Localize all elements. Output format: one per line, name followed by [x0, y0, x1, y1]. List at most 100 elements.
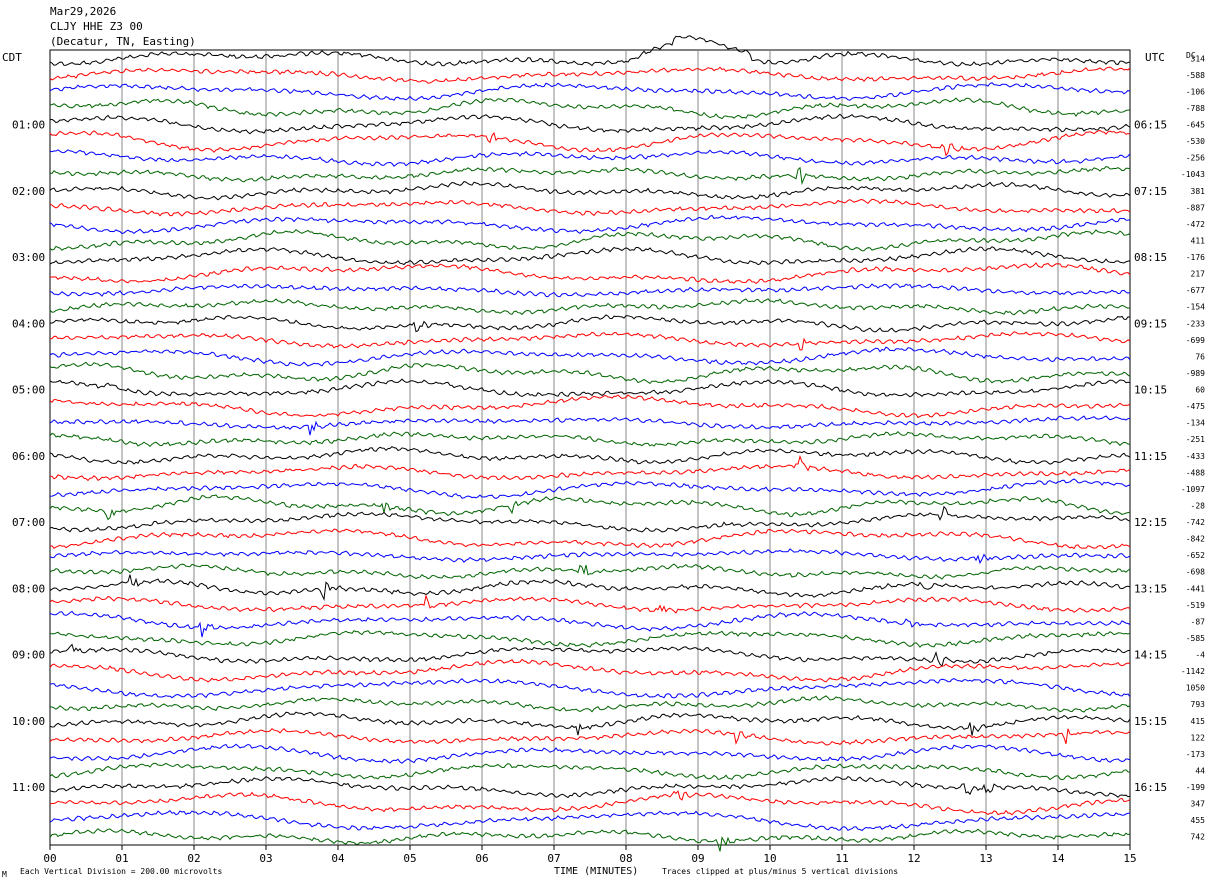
x-tick-label-07: 07 [547, 852, 560, 865]
x-tick-label-11: 11 [835, 852, 848, 865]
dc-offset-label: -1043 [1181, 170, 1205, 179]
trace-line-1 [49, 66, 1131, 84]
dc-offset-label: -699 [1186, 336, 1205, 345]
trace-line-21 [49, 394, 1131, 419]
dc-offset-label: -87 [1191, 617, 1206, 626]
trace-line-18 [49, 346, 1131, 367]
trace-line-32 [49, 574, 1131, 602]
trace-line-27 [49, 494, 1131, 521]
header-date: Mar29,2026 [50, 5, 116, 18]
trace-line-40 [49, 711, 1131, 736]
x-axis-title: TIME (MINUTES) [554, 866, 638, 877]
trace-line-46 [49, 810, 1131, 832]
trace-line-36 [49, 643, 1131, 668]
left-hour-label: 04:00 [12, 317, 45, 330]
dc-column-label: DC [1186, 51, 1196, 60]
dc-offset-label: -173 [1186, 750, 1205, 759]
trace-line-6 [49, 149, 1131, 167]
dc-offset-label: -652 [1186, 551, 1205, 560]
right-hour-label: 12:15 [1134, 516, 1167, 529]
dc-offset-label: -154 [1186, 303, 1205, 312]
trace-line-45 [49, 790, 1131, 816]
trace-line-35 [49, 630, 1131, 648]
left-hour-label: 01:00 [12, 119, 45, 132]
x-tick-label-10: 10 [763, 852, 776, 865]
left-hour-label: 08:00 [12, 582, 45, 595]
dc-offset-label: -698 [1186, 568, 1205, 577]
footer-scale-note: Each Vertical Division = 200.00 microvol… [20, 867, 222, 876]
dc-offset-label: 1050 [1186, 684, 1205, 693]
trace-line-31 [49, 563, 1131, 580]
left-timezone-label: CDT [2, 51, 22, 64]
trace-line-34 [49, 610, 1131, 638]
dc-offset-label: 381 [1191, 187, 1206, 196]
dc-offset-label: -887 [1186, 203, 1205, 212]
trace-line-42 [49, 743, 1131, 764]
dc-offset-label: -645 [1186, 121, 1205, 130]
trace-line-16 [49, 314, 1131, 333]
dc-offset-label: 44 [1195, 766, 1205, 775]
axis-labels: 00 01 02 03 04 05 06 07 08 09 10 11 12 13 14 15 314 -588 -… [12, 54, 1205, 865]
dc-offset-label: 411 [1191, 236, 1206, 245]
left-hour-label: 06:00 [12, 450, 45, 463]
dc-offset-label: -134 [1186, 419, 1205, 428]
trace-line-41 [49, 728, 1131, 746]
x-tick-label-15: 15 [1123, 852, 1136, 865]
dc-offset-label: -588 [1186, 71, 1205, 80]
x-tick-label-05: 05 [403, 852, 416, 865]
dc-offset-label: -519 [1186, 601, 1205, 610]
right-hour-label: 15:15 [1134, 715, 1167, 728]
dc-offset-label: -256 [1186, 154, 1205, 163]
dc-offset-label: 76 [1195, 352, 1205, 361]
right-hour-label: 16:15 [1134, 781, 1167, 794]
dc-offset-label: -1142 [1181, 667, 1205, 676]
x-tick-label-04: 04 [331, 852, 345, 865]
dc-offset-label: -472 [1186, 220, 1205, 229]
trace-line-19 [49, 361, 1131, 385]
x-tick-label-13: 13 [979, 852, 992, 865]
dc-offset-label: 60 [1195, 386, 1205, 395]
trace-line-8 [49, 181, 1131, 201]
x-tick-label-01: 01 [115, 852, 128, 865]
trace-line-22 [49, 415, 1131, 436]
dc-offset-label: 793 [1191, 700, 1206, 709]
left-hour-label: 05:00 [12, 384, 45, 397]
dc-offset-label: 415 [1191, 717, 1206, 726]
trace-line-7 [49, 166, 1131, 186]
left-hour-label: 10:00 [12, 715, 45, 728]
header-station: CLJY HHE Z3 00 [50, 20, 143, 33]
trace-line-15 [49, 298, 1131, 316]
dc-offset-label: -176 [1186, 253, 1205, 262]
x-tick-label-06: 06 [475, 852, 488, 865]
dc-offset-label: -842 [1186, 535, 1205, 544]
dc-offset-label: -989 [1186, 369, 1205, 378]
trace-line-13 [49, 262, 1131, 285]
dc-offset-label: -530 [1186, 137, 1205, 146]
x-tick-label-08: 08 [619, 852, 632, 865]
plot-frame [49, 49, 1131, 846]
right-hour-label: 10:15 [1134, 384, 1167, 397]
trace-line-24 [49, 445, 1131, 465]
dc-offset-label: -585 [1186, 634, 1205, 643]
left-hour-label: 03:00 [12, 251, 45, 264]
trace-line-39 [49, 695, 1131, 713]
right-hour-label: 11:15 [1134, 450, 1167, 463]
right-hour-label: 08:15 [1134, 251, 1167, 264]
trace-line-10 [49, 214, 1131, 235]
trace-line-28 [49, 505, 1131, 533]
x-tick-label-02: 02 [187, 852, 200, 865]
header-location: (Decatur, TN, Easting) [50, 35, 196, 48]
dc-offset-label: -475 [1186, 402, 1205, 411]
trace-line-38 [49, 678, 1131, 699]
seismic-traces [49, 35, 1131, 852]
right-hour-label: 13:15 [1134, 582, 1167, 595]
dc-offset-label: 742 [1191, 833, 1206, 842]
trace-line-3 [49, 97, 1131, 120]
minute-gridlines [49, 49, 1131, 850]
trace-line-23 [49, 430, 1131, 448]
trace-line-25 [49, 454, 1131, 482]
right-hour-label: 06:15 [1134, 119, 1167, 132]
trace-line-2 [49, 82, 1131, 101]
left-hour-label: 11:00 [12, 781, 45, 794]
trace-line-9 [49, 198, 1131, 217]
